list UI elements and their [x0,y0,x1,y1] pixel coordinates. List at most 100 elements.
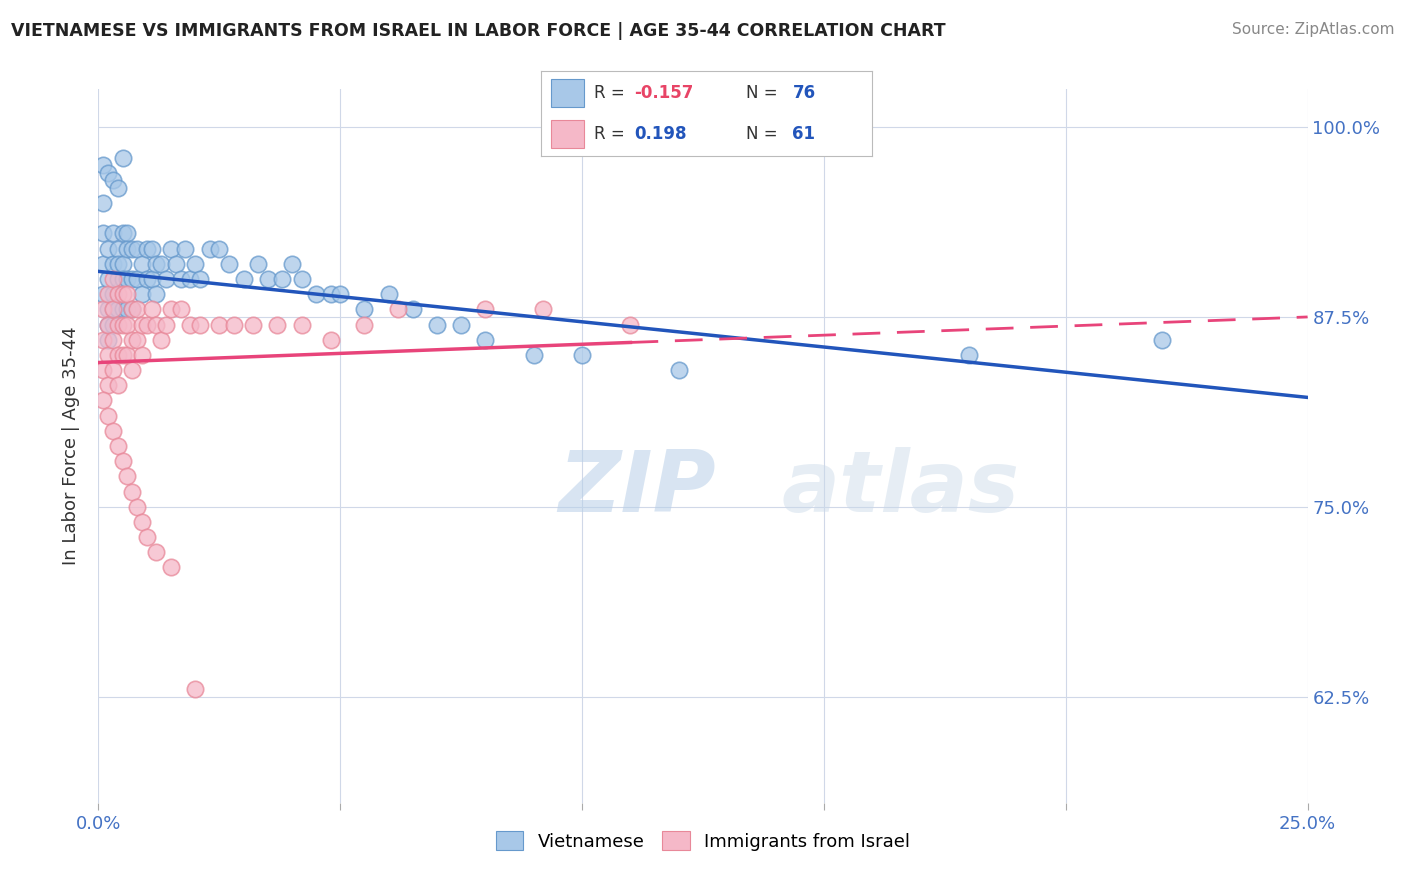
Text: R =: R = [595,125,630,143]
Point [111,151,134,165]
Legend: Vietnamese, Immigrants from Israel: Vietnamese, Immigrants from Israel [489,824,917,858]
Point [377,287,399,301]
Point [91,196,114,211]
Point [121,363,143,377]
Point [188,318,211,332]
Point [155,272,177,286]
Point [131,257,153,271]
Point [107,257,129,271]
Point [523,348,546,362]
Point [387,302,409,317]
Point [117,469,139,483]
Point [97,302,120,317]
Point [91,227,114,241]
Point [111,318,134,332]
Point [101,257,124,271]
Point [619,318,641,332]
Point [101,424,124,438]
Point [305,287,328,301]
Point [531,302,554,317]
Point [97,348,120,362]
Point [218,257,240,271]
Point [111,454,134,468]
Point [97,409,120,423]
Point [145,257,167,271]
Point [135,242,157,256]
Point [107,287,129,301]
Point [97,318,120,332]
Point [101,287,124,301]
Point [107,318,129,332]
Point [474,302,496,317]
Point [150,257,173,271]
Point [111,257,134,271]
Point [127,302,149,317]
Point [208,242,231,256]
Point [160,560,183,574]
Point [127,272,149,286]
Point [131,318,153,332]
Point [97,333,120,347]
Point [135,530,157,544]
Point [101,302,124,317]
Point [131,287,153,301]
Point [107,242,129,256]
Point [107,439,129,453]
Point [169,302,191,317]
Point [97,318,120,332]
Point [160,302,183,317]
Point [111,348,134,362]
Point [107,302,129,317]
Text: 61: 61 [793,125,815,143]
Point [97,287,120,301]
Point [101,272,124,286]
Point [117,318,139,332]
Point [174,242,197,256]
Point [131,348,153,362]
Point [256,272,278,286]
Point [107,348,129,362]
Point [145,287,167,301]
Point [188,272,211,286]
Text: N =: N = [747,125,783,143]
Point [91,393,114,408]
Point [155,318,177,332]
Text: atlas: atlas [782,447,1019,531]
Point [117,348,139,362]
Point [111,287,134,301]
Point [179,318,201,332]
Point [127,333,149,347]
Point [319,287,342,301]
Point [281,257,304,271]
Point [101,333,124,347]
Point [91,257,114,271]
Text: -0.157: -0.157 [634,84,693,102]
Point [101,173,124,187]
Text: Source: ZipAtlas.com: Source: ZipAtlas.com [1232,22,1395,37]
Point [117,272,139,286]
Point [184,257,207,271]
Point [121,333,143,347]
Text: 0.198: 0.198 [634,125,686,143]
Point [290,272,312,286]
Bar [551,79,585,107]
Point [127,500,149,514]
Text: R =: R = [595,84,630,102]
Point [208,318,231,332]
Point [668,363,690,377]
Point [450,318,472,332]
Point [169,272,191,286]
Point [165,257,187,271]
Point [107,181,129,195]
Point [145,545,167,559]
Point [117,227,139,241]
Text: VIETNAMESE VS IMMIGRANTS FROM ISRAEL IN LABOR FORCE | AGE 35-44 CORRELATION CHAR: VIETNAMESE VS IMMIGRANTS FROM ISRAEL IN … [11,22,946,40]
Point [121,484,143,499]
Point [353,302,375,317]
Point [101,227,124,241]
Point [353,318,375,332]
Point [121,242,143,256]
Point [198,242,221,256]
Point [222,318,245,332]
Bar [551,120,585,147]
